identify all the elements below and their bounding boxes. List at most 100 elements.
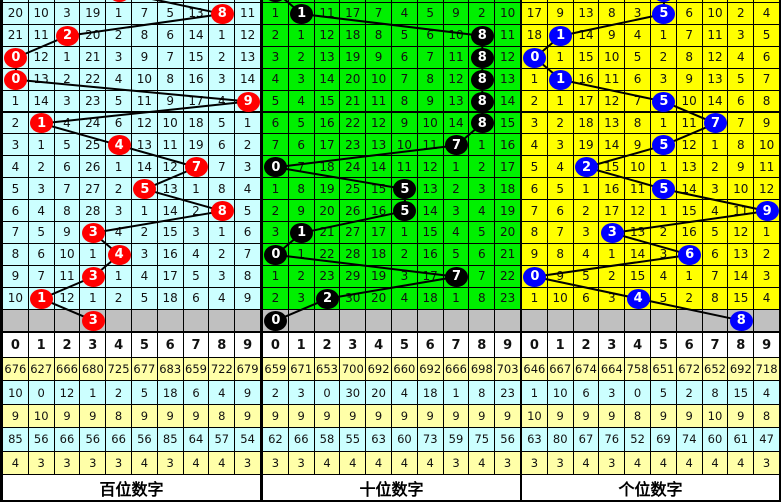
missing-count-cell: 4 (54, 112, 81, 135)
missing-count-cell: 7 (209, 156, 236, 179)
drawn-digit-ball: 8 (729, 310, 753, 331)
missing-count-cell: 8 (702, 287, 729, 310)
grid-cell (314, 0, 341, 3)
stat-cell: 9 (573, 404, 600, 429)
missing-count-cell: 1 (676, 265, 703, 288)
stat-cell: 9 (392, 404, 418, 429)
missing-count-cell: 3 (209, 68, 236, 91)
pending-row-cell (522, 309, 548, 333)
missing-count-cell: 11 (417, 134, 444, 157)
missing-count-cell: 14 (366, 156, 392, 179)
missing-count-cell: 7 (522, 200, 548, 222)
grid-cell (469, 0, 496, 3)
stat-cell: 8 (754, 404, 780, 429)
missing-count-cell: 4 (106, 68, 132, 91)
stat-cell: 4 (469, 451, 496, 475)
missing-count-cell: 4 (625, 24, 651, 47)
missing-count-cell: 3 (392, 265, 418, 288)
drawn-digit-ball: 3 (600, 222, 624, 243)
digit-header: 4 (106, 333, 132, 358)
drawn-digit-ball: 0 (4, 69, 28, 90)
missing-count-cell: 10 (132, 68, 158, 91)
missing-count-cell: 22 (80, 68, 107, 91)
grid-cell (235, 0, 261, 3)
drawn-digit-ball: 3 (81, 222, 105, 243)
digit-header: 7 (443, 333, 470, 358)
drawn-digit-ball: 4 (107, 135, 131, 156)
stat-cell: 3 (443, 451, 470, 475)
missing-count-cell: 12 (28, 46, 55, 69)
stat-cell: 76 (599, 428, 626, 452)
stat-cell: 659 (263, 358, 289, 382)
missing-count-cell: 3 (288, 68, 315, 91)
missing-count-cell: 2 (599, 265, 626, 288)
pending-row-cell (443, 309, 470, 333)
missing-count-cell: 7 (132, 3, 158, 25)
missing-count-cell: 2 (651, 222, 677, 244)
stat-cell: 698 (469, 358, 496, 382)
stat-cell: 2 (263, 381, 289, 405)
stat-cell: 56 (132, 428, 158, 452)
missing-count-cell: 1 (263, 178, 289, 201)
missing-count-cell: 2 (469, 156, 496, 179)
stat-cell: 60 (702, 428, 729, 452)
missing-count-cell: 5 (132, 287, 158, 310)
missing-count-cell: 8 (235, 265, 261, 288)
missing-count-cell: 21 (495, 243, 521, 266)
missing-count-cell: 17 (314, 134, 341, 157)
stat-cell: 9 (132, 404, 158, 429)
missing-count-cell: 2 (754, 243, 780, 266)
pending-row-cell (340, 309, 367, 333)
missing-count-cell: 8 (366, 24, 392, 47)
stat-cell: 667 (547, 358, 574, 382)
missing-count-cell: 2 (106, 178, 132, 201)
stat-cell: 652 (702, 358, 729, 382)
missing-count-cell: 10 (676, 90, 703, 113)
pending-row-cell (754, 309, 780, 333)
grid-cell (754, 0, 780, 3)
missing-count-cell: 5 (417, 3, 444, 25)
stat-cell: 671 (288, 358, 315, 382)
missing-count-cell: 1 (754, 222, 780, 244)
grid-cell (625, 0, 651, 3)
missing-count-cell: 7 (288, 156, 315, 179)
missing-count-cell: 12 (417, 156, 444, 179)
missing-count-cell: 19 (80, 3, 107, 25)
missing-count-cell: 4 (132, 265, 158, 288)
missing-count-cell: 10 (443, 24, 470, 47)
missing-count-cell: 14 (676, 178, 703, 201)
stat-cell: 15 (728, 381, 755, 405)
missing-count-cell: 5 (469, 222, 496, 244)
missing-count-cell: 24 (340, 156, 367, 179)
missing-count-cell: 3 (651, 68, 677, 91)
missing-count-cell: 21 (80, 46, 107, 69)
missing-count-cell: 17 (183, 90, 210, 113)
grid-cell (443, 0, 470, 3)
missing-count-cell: 3 (28, 178, 55, 201)
grid-cell (3, 0, 29, 3)
stat-cell: 9 (3, 404, 29, 429)
missing-count-cell: 20 (3, 3, 29, 25)
digit-header: 1 (288, 333, 315, 358)
missing-count-cell: 7 (54, 178, 81, 201)
hundreds-panel-title: 百位数字 (3, 475, 260, 500)
stat-cell: 9 (157, 404, 184, 429)
stat-cell: 59 (443, 428, 470, 452)
missing-count-cell: 11 (314, 3, 341, 25)
missing-count-cell: 12 (599, 90, 626, 113)
stat-cell: 20 (366, 381, 392, 405)
missing-count-cell: 7 (547, 222, 574, 244)
stat-cell: 653 (314, 358, 341, 382)
drawn-digit-ball: 2 (56, 25, 79, 46)
missing-count-cell: 6 (209, 134, 236, 157)
missing-count-cell: 14 (728, 265, 755, 288)
missing-count-cell: 11 (443, 46, 470, 69)
missing-count-cell: 5 (263, 90, 289, 113)
pending-row-cell (625, 309, 651, 333)
missing-count-cell: 6 (183, 287, 210, 310)
missing-count-cell: 5 (3, 178, 29, 201)
missing-count-cell: 23 (80, 90, 107, 113)
drawn-digit-ball: 0 (4, 47, 28, 68)
missing-count-cell: 1 (209, 24, 236, 47)
missing-count-cell: 15 (417, 222, 444, 244)
